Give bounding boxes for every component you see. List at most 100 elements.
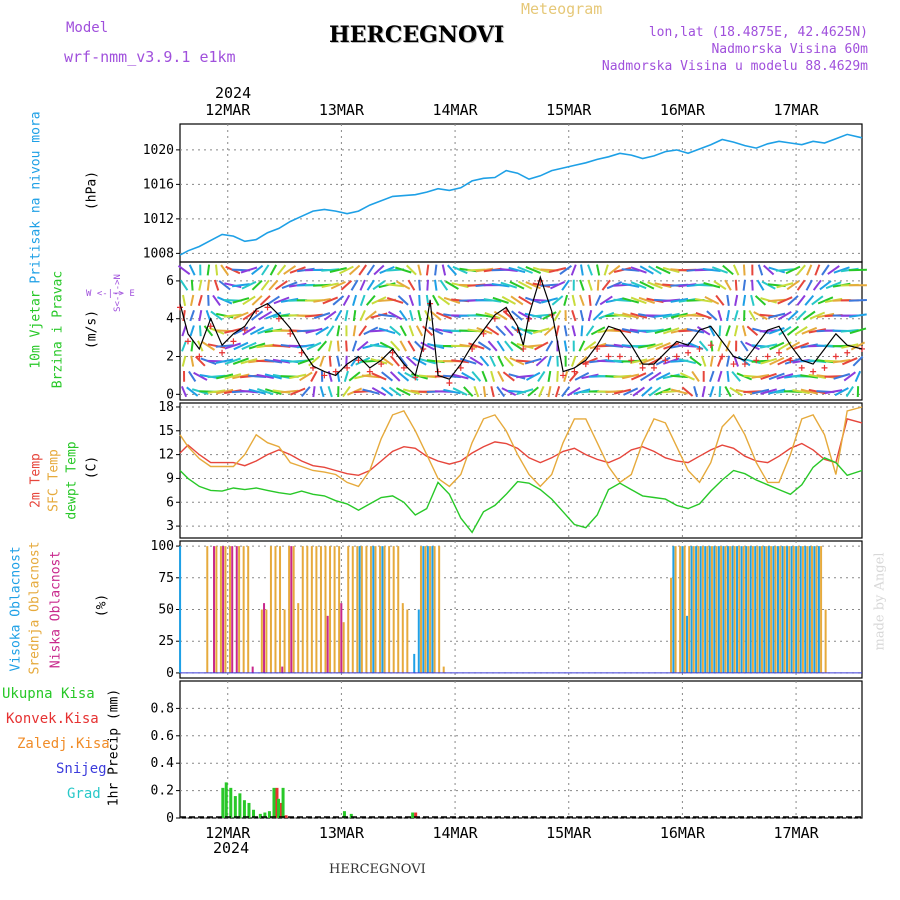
wind-arrow <box>824 389 843 395</box>
wind-arrow <box>190 294 195 307</box>
gust-point <box>287 330 294 337</box>
wind-arrow <box>321 282 339 288</box>
wind-arrow <box>386 296 404 304</box>
wind-arrow <box>785 341 801 351</box>
wind-arrow <box>339 265 354 275</box>
wind-arrow <box>812 279 822 291</box>
wind-arrow <box>504 340 514 352</box>
gust-point <box>741 361 748 368</box>
wind-arrow <box>334 309 343 322</box>
wind-arrow <box>468 342 485 350</box>
wind-arrow <box>621 268 640 272</box>
wind-arrow <box>407 340 416 352</box>
wind-arrow <box>251 264 264 276</box>
wind-arrow <box>201 341 216 351</box>
wind-arrow <box>571 325 577 337</box>
wind-arrow <box>485 325 500 336</box>
wind-arrow <box>352 325 357 337</box>
xtick-label-bottom-4: 16MAR <box>660 824 706 842</box>
wind-arrow <box>769 356 785 366</box>
wind-arrow <box>801 326 818 335</box>
gust-point <box>207 323 214 330</box>
wind-arrow <box>517 280 533 290</box>
wind-arrow <box>233 326 249 336</box>
wind-arrow <box>477 341 492 351</box>
wind-arrow <box>854 370 862 383</box>
precip-total-bar <box>242 800 246 818</box>
wind-arrow <box>332 295 345 306</box>
wind-arrow <box>681 386 694 397</box>
wind-arrow-field <box>177 264 867 398</box>
gust-point <box>776 349 783 356</box>
wind-arrow <box>646 342 664 350</box>
wind-arrow <box>240 389 258 394</box>
wind-arrow <box>827 265 840 275</box>
wind-arrow <box>489 355 497 367</box>
wind-arrow <box>190 279 194 291</box>
wind-arrow <box>407 279 416 291</box>
wind-arrow <box>655 356 671 366</box>
year-label-bottom: 2024 <box>213 839 250 857</box>
xtick-label-top-2: 14MAR <box>432 101 478 119</box>
temp-2m-line <box>179 418 863 477</box>
wind-arrow <box>574 372 590 381</box>
wind-arrow <box>397 371 410 382</box>
wind-arrow <box>406 264 417 276</box>
wind-arrow <box>490 370 496 382</box>
wind-arrow <box>233 311 249 320</box>
gust-point <box>753 357 760 364</box>
wind-arrow <box>369 344 388 348</box>
dewpoint-line <box>179 456 863 534</box>
wind-arrow <box>487 340 498 352</box>
wind-arrow <box>599 295 613 306</box>
wind-arrow <box>463 386 474 397</box>
wind-arrow <box>663 342 680 350</box>
gust-point <box>241 327 248 334</box>
wind-arrow <box>670 297 689 303</box>
wind-arrow <box>216 373 234 380</box>
temp-sfc-line <box>179 406 863 488</box>
wind-arrow <box>578 340 586 352</box>
legend-convective-rain: Konvek.Kisa <box>6 711 99 727</box>
wind-arrow <box>328 340 333 352</box>
gust-point <box>605 353 612 360</box>
wind-arrow <box>638 343 656 349</box>
gust-point <box>594 345 601 352</box>
wind-arrow <box>473 385 480 398</box>
ytick-label-pressure-1: 1012 <box>143 212 174 227</box>
wind-arrow <box>756 279 765 291</box>
wind-arrow <box>313 298 331 303</box>
wind-arrow <box>596 279 600 291</box>
wind-arrow <box>188 264 196 276</box>
wind-arrow <box>613 328 632 334</box>
wind-arrow <box>256 388 274 396</box>
wind-arrow <box>408 294 415 307</box>
gust-point <box>571 368 578 375</box>
gust-point <box>650 364 657 371</box>
wind-arrow <box>629 358 648 364</box>
wind-arrow <box>767 298 786 303</box>
wind-arrow <box>725 325 731 337</box>
wind-arrow <box>662 312 680 319</box>
wind-arrow <box>289 266 306 274</box>
xtick-label-bottom-5: 17MAR <box>773 824 819 842</box>
wind-arrow <box>329 267 347 273</box>
wind-arrow <box>842 357 858 366</box>
xtick-label-bottom-3: 15MAR <box>546 824 592 842</box>
wind-arrow <box>290 387 306 396</box>
wind-arrow <box>570 264 577 276</box>
wind-arrow <box>732 264 740 276</box>
wind-arrow <box>362 388 380 395</box>
wind-arrow <box>482 386 487 398</box>
wind-arrow <box>198 279 203 291</box>
wind-arrow <box>840 329 859 333</box>
wind-arrow <box>641 386 653 397</box>
wind-arrow <box>793 342 810 350</box>
wind-arrow <box>517 266 533 274</box>
wind-arrow <box>342 294 351 306</box>
wind-arrow <box>475 313 494 318</box>
wind-arrow <box>717 340 723 352</box>
wind-arrow <box>717 310 723 322</box>
wind-arrow <box>726 370 730 382</box>
wind-arrow <box>571 294 576 307</box>
